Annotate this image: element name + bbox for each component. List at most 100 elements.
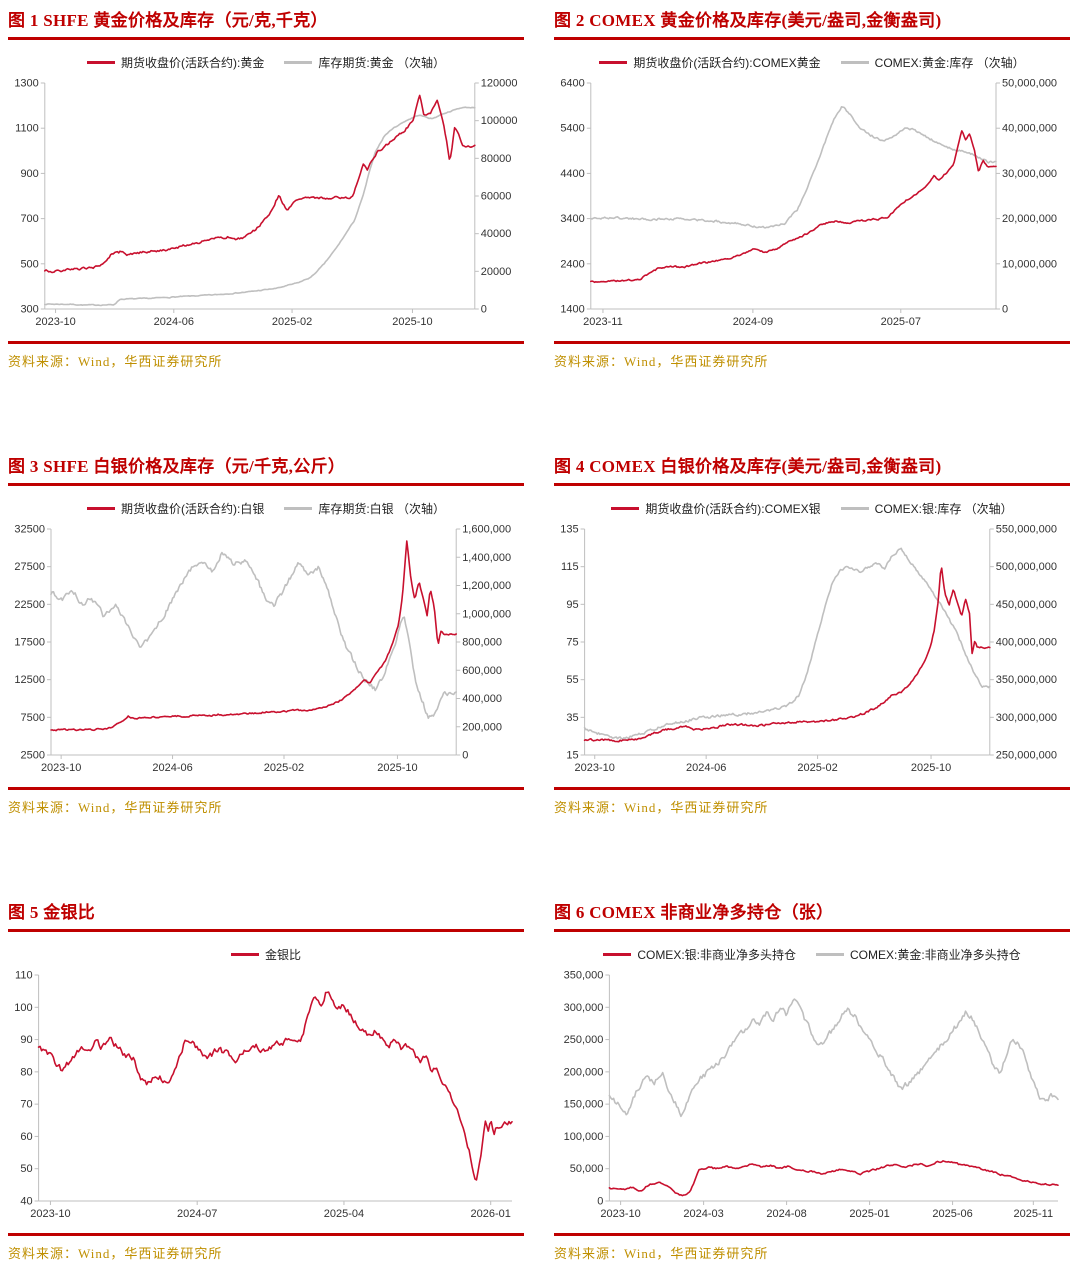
- y-axis-left-tick-label: 40: [20, 1196, 32, 1208]
- title-underline-rule: [554, 483, 1070, 486]
- chart-title: 图 5 金银比: [8, 903, 96, 922]
- legend-line-swatch: [284, 507, 313, 510]
- y-axis-left-tick-label: 1300: [14, 78, 38, 90]
- y-axis-right-tick-label: 40,000,000: [1002, 123, 1057, 135]
- y-axis-left-tick-label: 3400: [560, 213, 584, 225]
- x-axis-tick-label: 2023-10: [41, 762, 81, 774]
- y-axis-right-tick-label: 1,200,000: [462, 580, 511, 592]
- legend-label: 金银比: [264, 948, 301, 962]
- y-axis-left-tick-label: 900: [20, 168, 38, 180]
- source-note: 资料来源：Wind，华西证券研究所: [8, 1246, 223, 1261]
- y-axis-left-tick-label: 100: [14, 1002, 32, 1014]
- chart-plot: 1400 2400 3400 4400 5400 6400 0 10,000,000 20,00…: [560, 78, 1057, 329]
- y-axis-left-tick-label: 115: [561, 561, 579, 573]
- chart-bottom-rule: [554, 341, 1070, 344]
- chart-legend: 期货收盘价(活跃合约):白银 库存期货:白银 （次轴）: [8, 500, 524, 517]
- title-underline-rule: [8, 929, 524, 932]
- x-axis-tick-label: 2024-06: [154, 316, 194, 328]
- chart-legend: 期货收盘价(活跃合约):COMEX银 COMEX:银:库存 （次轴）: [554, 500, 1070, 517]
- x-axis-tick-label: 2026-01: [471, 1208, 511, 1220]
- chart-cell-3: 图 3 SHFE 白银价格及库存（元/千克,公斤） 期货收盘价(活跃合约):白银…: [8, 456, 524, 816]
- y-axis-left-tick-label: 300: [20, 304, 38, 316]
- chart-bottom-rule: [554, 1233, 1070, 1236]
- legend-label: 库存期货:黄金 （次轴）: [318, 56, 445, 70]
- x-axis-tick-label: 2025-10: [392, 316, 432, 328]
- legend-line-swatch: [603, 953, 632, 956]
- x-axis-tick-label: 2024-07: [177, 1208, 217, 1220]
- y-axis-left-tick-label: 700: [20, 213, 38, 225]
- y-axis-right-tick-label: 100000: [481, 115, 518, 127]
- legend-item: 期货收盘价(活跃合约):黄金: [87, 54, 264, 71]
- x-axis-tick-label: 2025-04: [324, 1208, 364, 1220]
- legend-label: COMEX:银:库存 （次轴）: [874, 502, 1013, 516]
- legend-label: 期货收盘价(活跃合约):COMEX黄金: [633, 56, 821, 70]
- x-axis-tick-label: 2025-02: [264, 762, 304, 774]
- chart-cell-2: 图 2 COMEX 黄金价格及库存(美元/盎司,金衡盎司) 期货收盘价(活跃合约…: [554, 10, 1070, 370]
- y-axis-right-tick-label: 400,000: [462, 693, 502, 705]
- y-axis-right-tick-label: 60000: [481, 191, 512, 203]
- chart-cell-4: 图 4 COMEX 白银价格及库存(美元/盎司,金衡盎司) 期货收盘价(活跃合约…: [554, 456, 1070, 816]
- y-axis-left-tick-label: 12500: [14, 674, 45, 686]
- legend-item: COMEX:黄金:非商业净多头持仓: [816, 946, 1021, 963]
- legend-label: COMEX:黄金:库存 （次轴）: [874, 56, 1025, 70]
- y-axis-left-tick-label: 110: [15, 970, 33, 982]
- legend-label: 期货收盘价(活跃合约):白银: [121, 502, 265, 516]
- series-line: [50, 540, 457, 732]
- legend-line-swatch: [816, 953, 844, 956]
- legend-item: 库存期货:白银 （次轴）: [284, 500, 445, 517]
- x-axis-tick-label: 2025-01: [849, 1208, 889, 1220]
- y-axis-left-tick-label: 6400: [560, 78, 584, 90]
- chart-bottom-rule: [8, 1233, 524, 1236]
- legend-line-swatch: [87, 507, 115, 510]
- x-axis-tick-label: 2023-11: [583, 316, 623, 328]
- legend-label: 期货收盘价(活跃合约):COMEX银: [645, 502, 821, 516]
- y-axis-right-tick-label: 1,600,000: [462, 524, 511, 536]
- x-axis-tick-label: 2023-10: [600, 1208, 640, 1220]
- y-axis-left-tick-label: 80: [20, 1066, 32, 1078]
- y-axis-right-tick-label: 500,000,000: [996, 561, 1057, 573]
- y-axis-left-tick-label: 2500: [21, 750, 45, 762]
- chart-title: 图 6 COMEX 非商业净多持仓（张）: [554, 903, 834, 922]
- chart-cell-6: 图 6 COMEX 非商业净多持仓（张） COMEX:银:非商业净多头持仓 COM…: [554, 902, 1070, 1262]
- y-axis-left-tick-label: 0: [597, 1196, 603, 1208]
- x-axis-tick-label: 2025-06: [932, 1208, 972, 1220]
- y-axis-left-tick-label: 4400: [560, 168, 584, 180]
- legend-item: COMEX:银:非商业净多头持仓: [603, 946, 796, 963]
- y-axis-right-tick-label: 800,000: [462, 637, 502, 649]
- source-note: 资料来源：Wind，华西证券研究所: [554, 1246, 769, 1261]
- x-axis-tick-label: 2024-06: [152, 762, 192, 774]
- y-axis-left-tick-label: 15: [566, 750, 578, 762]
- y-axis-right-tick-label: 300,000,000: [996, 712, 1057, 724]
- x-axis-tick-label: 2025-07: [881, 316, 921, 328]
- y-axis-right-tick-label: 80000: [481, 153, 512, 165]
- chart-title: 图 3 SHFE 白银价格及库存（元/千克,公斤）: [8, 457, 346, 476]
- legend-item: 期货收盘价(活跃合约):COMEX黄金: [599, 54, 821, 71]
- x-axis-tick-label: 2023-10: [30, 1208, 70, 1220]
- chart-legend: COMEX:银:非商业净多头持仓 COMEX:黄金:非商业净多头持仓: [554, 946, 1070, 963]
- y-axis-left-tick-label: 350,000: [564, 970, 604, 982]
- chart-cell-5: 图 5 金银比 金银比 40 50 60 70 80 90 100 110 2023-10 202…: [8, 902, 524, 1262]
- x-axis-tick-label: 2025-02: [797, 762, 837, 774]
- x-axis-tick-label: 2025-11: [1014, 1208, 1054, 1220]
- chart-title: 图 4 COMEX 白银价格及库存(美元/盎司,金衡盎司): [554, 457, 942, 476]
- y-axis-left-tick-label: 22500: [14, 599, 45, 611]
- y-axis-right-tick-label: 1,400,000: [462, 552, 511, 564]
- title-underline-rule: [554, 37, 1070, 40]
- y-axis-left-tick-label: 150,000: [564, 1099, 604, 1111]
- x-axis-tick-label: 2025-02: [272, 316, 312, 328]
- source-note: 资料来源：Wind，华西证券研究所: [8, 354, 223, 369]
- y-axis-left-tick-label: 70: [20, 1099, 32, 1111]
- y-axis-left-tick-label: 95: [566, 599, 578, 611]
- legend-line-swatch: [599, 61, 628, 64]
- y-axis-left-tick-label: 5400: [560, 123, 584, 135]
- y-axis-right-tick-label: 600,000: [462, 665, 502, 677]
- y-axis-right-tick-label: 200,000: [462, 721, 502, 733]
- y-axis-right-tick-label: 450,000,000: [996, 599, 1057, 611]
- y-axis-left-tick-label: 50,000: [570, 1163, 604, 1175]
- y-axis-right-tick-label: 120000: [481, 78, 518, 90]
- title-underline-rule: [8, 37, 524, 40]
- series-line: [44, 106, 476, 307]
- y-axis-left-tick-label: 32500: [14, 524, 45, 536]
- series-line: [50, 551, 457, 719]
- x-axis-tick-label: 2024-08: [766, 1208, 806, 1220]
